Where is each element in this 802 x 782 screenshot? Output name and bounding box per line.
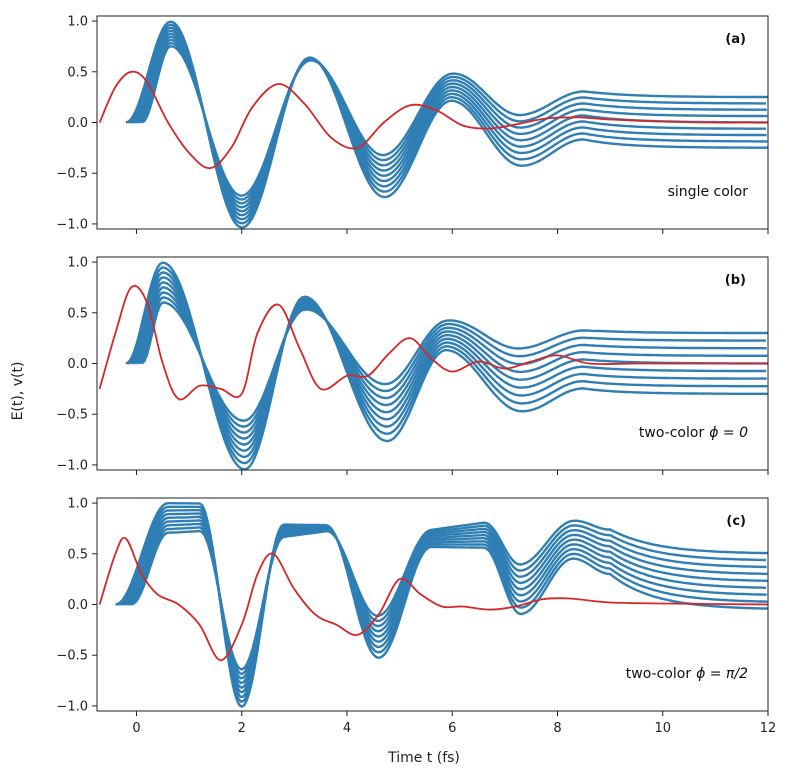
x-tick-label: 2: [238, 721, 246, 736]
panel-tag: (a): [725, 32, 746, 47]
velocity-series-line: [127, 266, 768, 465]
panel-tag: (c): [726, 514, 746, 529]
velocity-series-line: [130, 519, 768, 671]
panel-3: −1.0 −0.5 0.0 0.5 1.0 0 2 4 6 8 10 12 (c) two-color ϕ …: [56, 497, 776, 736]
velocity-series-line: [131, 276, 766, 452]
panel-annotation: two-color ϕ = π/2: [626, 666, 748, 682]
y-tick-label: −0.5: [56, 167, 88, 182]
y-tick-label: 0.5: [67, 306, 88, 321]
velocity-series-line: [135, 35, 768, 209]
velocity-series-line: [128, 524, 766, 676]
x-tick-label: 8: [553, 721, 561, 736]
y-tick-label: −1.0: [56, 699, 88, 714]
x-tick-label: 12: [760, 721, 777, 736]
velocity-series-line: [139, 41, 766, 201]
annotation-text: single color: [668, 184, 749, 200]
x-tick-label: 10: [654, 721, 671, 736]
y-tick-label: 0.5: [67, 65, 88, 80]
y-tick-label: 0.0: [67, 598, 88, 613]
y-tick-label: −0.5: [56, 408, 88, 423]
y-tick-label: 0.0: [67, 116, 88, 131]
plot-area: [98, 502, 768, 709]
velocity-series-line: [140, 301, 768, 422]
y-tick-label: 1.0: [67, 256, 88, 271]
plot-area: [98, 20, 768, 229]
panel-annotation: single color: [668, 184, 749, 200]
velocity-series-line: [127, 23, 768, 225]
velocity-series-line: [129, 271, 767, 458]
panel-2: −1.0 −0.5 0.0 0.5 1.0 (b) two-color ϕ = 0: [56, 256, 769, 475]
x-tick-label: 0: [132, 721, 140, 736]
velocity-series-line: [137, 291, 767, 434]
annotation-text: two-color: [626, 666, 692, 682]
velocity-series-line: [141, 44, 768, 197]
x-axis-label: Time t (fs): [387, 750, 460, 766]
annotation-text: two-color: [639, 425, 705, 441]
y-axis-label: E(t), v(t): [10, 362, 26, 421]
velocity-series-line: [129, 26, 767, 221]
y-tick-label: −0.5: [56, 649, 88, 664]
velocity-series-line: [139, 296, 766, 428]
velocity-series-line: [135, 286, 768, 440]
field-series-line: [98, 284, 768, 401]
field-series-line: [98, 70, 768, 170]
velocity-series-line: [125, 261, 768, 470]
plot-area: [98, 261, 768, 470]
velocity-series-line: [125, 20, 768, 229]
y-tick-label: 0.0: [67, 357, 88, 372]
velocity-series-line: [126, 522, 767, 680]
annotation-phi: ϕ = 0: [709, 425, 748, 441]
velocity-series-line: [137, 38, 767, 205]
velocity-series-line: [131, 29, 766, 217]
y-tick-label: −1.0: [56, 458, 88, 473]
y-tick-label: −1.0: [56, 217, 88, 232]
y-tick-label: 0.5: [67, 547, 88, 562]
panel-annotation: two-color ϕ = 0: [639, 425, 748, 441]
x-tick-label: 6: [448, 721, 456, 736]
x-tick-label: 4: [343, 721, 351, 736]
annotation-phi: ϕ = π/2: [696, 666, 748, 682]
panel-tag: (b): [725, 273, 746, 288]
panel-1: −1.0 −0.5 0.0 0.5 1.0 (a) single color: [56, 15, 769, 234]
y-tick-label: 1.0: [67, 497, 88, 512]
field-series-line: [98, 536, 768, 662]
y-tick-label: 1.0: [67, 15, 88, 30]
